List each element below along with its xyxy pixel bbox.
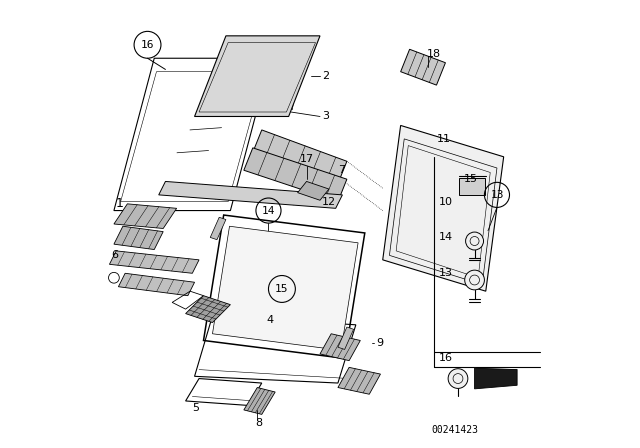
Text: 12: 12 (323, 198, 337, 207)
Text: 18: 18 (427, 49, 441, 59)
Polygon shape (338, 327, 353, 349)
Text: 14: 14 (439, 233, 453, 242)
Text: 9: 9 (376, 338, 383, 348)
Text: 16: 16 (141, 40, 154, 50)
Polygon shape (118, 273, 195, 296)
Text: 3: 3 (323, 112, 329, 121)
Polygon shape (212, 226, 358, 350)
Text: 17: 17 (300, 154, 314, 164)
Polygon shape (475, 368, 517, 389)
Polygon shape (109, 251, 199, 273)
Polygon shape (253, 130, 347, 184)
Text: 7: 7 (338, 165, 345, 175)
Polygon shape (244, 148, 347, 202)
Text: 5: 5 (192, 403, 199, 413)
Polygon shape (210, 217, 226, 240)
Polygon shape (320, 334, 360, 361)
Polygon shape (159, 181, 342, 208)
Polygon shape (114, 226, 163, 250)
Text: 6: 6 (112, 250, 118, 260)
Text: 1: 1 (116, 197, 124, 211)
Text: 11: 11 (436, 134, 451, 144)
FancyBboxPatch shape (459, 178, 485, 195)
Text: 16: 16 (439, 353, 452, 363)
Polygon shape (195, 36, 320, 116)
Polygon shape (298, 181, 329, 200)
Text: 10: 10 (439, 197, 452, 207)
Text: 2: 2 (323, 71, 330, 81)
Circle shape (465, 270, 484, 290)
Text: 13: 13 (439, 268, 452, 278)
Circle shape (448, 369, 468, 388)
Circle shape (466, 232, 484, 250)
Text: 15: 15 (463, 174, 477, 184)
Text: 00241423: 00241423 (431, 425, 478, 435)
Polygon shape (383, 125, 504, 291)
Polygon shape (401, 49, 445, 85)
Text: 13: 13 (490, 190, 504, 200)
Text: 4: 4 (266, 315, 273, 325)
Polygon shape (186, 296, 230, 323)
Text: 8: 8 (255, 418, 262, 428)
Text: 14: 14 (262, 206, 275, 215)
Polygon shape (114, 204, 177, 228)
Text: 15: 15 (275, 284, 289, 294)
Polygon shape (338, 367, 380, 394)
Polygon shape (244, 388, 275, 414)
